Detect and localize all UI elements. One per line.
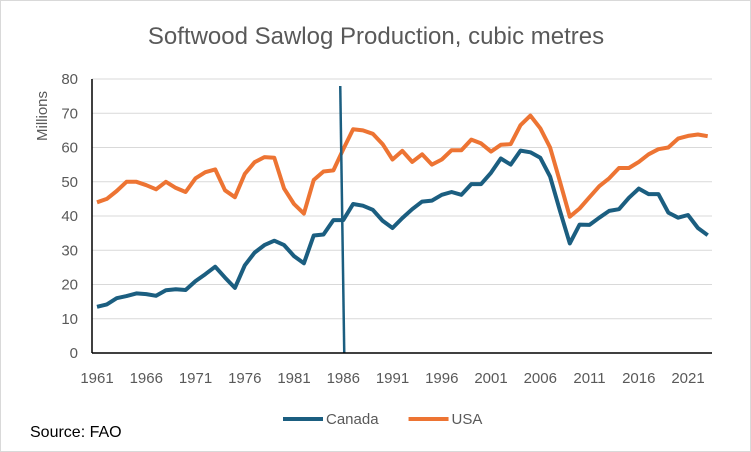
y-tick-label: 50 bbox=[61, 174, 78, 191]
x-tick-label: 1961 bbox=[80, 370, 113, 387]
y-tick-label: 0 bbox=[70, 345, 78, 362]
y-tick-label: 70 bbox=[61, 105, 78, 122]
x-tick-label: 2001 bbox=[474, 370, 507, 387]
y-tick-label: 60 bbox=[61, 140, 78, 157]
chart-title: Softwood Sawlog Production, cubic metres bbox=[148, 23, 604, 50]
y-tick-label: 10 bbox=[61, 311, 78, 328]
y-tick-label: 40 bbox=[61, 208, 78, 225]
x-tick-label: 2011 bbox=[573, 370, 605, 387]
legend-label: USA bbox=[452, 411, 483, 428]
legend-label: Canada bbox=[326, 411, 379, 428]
x-tick-label: 1981 bbox=[277, 370, 310, 387]
x-tick-label: 2021 bbox=[671, 370, 704, 387]
x-tick-label: 1986 bbox=[327, 370, 360, 387]
y-axis-label: Millions bbox=[34, 91, 51, 141]
annotation-vertical-line bbox=[339, 85, 346, 354]
source-note: Source: FAO bbox=[30, 424, 122, 441]
series-line-usa bbox=[96, 113, 709, 219]
x-tick-label: 1971 bbox=[179, 370, 212, 387]
x-tick-label: 2006 bbox=[524, 370, 557, 387]
x-tick-label: 1991 bbox=[376, 370, 409, 387]
series-line-canada bbox=[96, 148, 709, 309]
x-tick-label: 1976 bbox=[228, 370, 261, 387]
y-tick-label: 80 bbox=[61, 71, 78, 88]
x-tick-label: 1966 bbox=[130, 370, 163, 387]
x-tick-label: 1996 bbox=[425, 370, 458, 387]
x-tick-label: 2016 bbox=[622, 370, 655, 387]
y-tick-label: 20 bbox=[61, 277, 78, 294]
y-tick-label: 30 bbox=[61, 242, 78, 259]
